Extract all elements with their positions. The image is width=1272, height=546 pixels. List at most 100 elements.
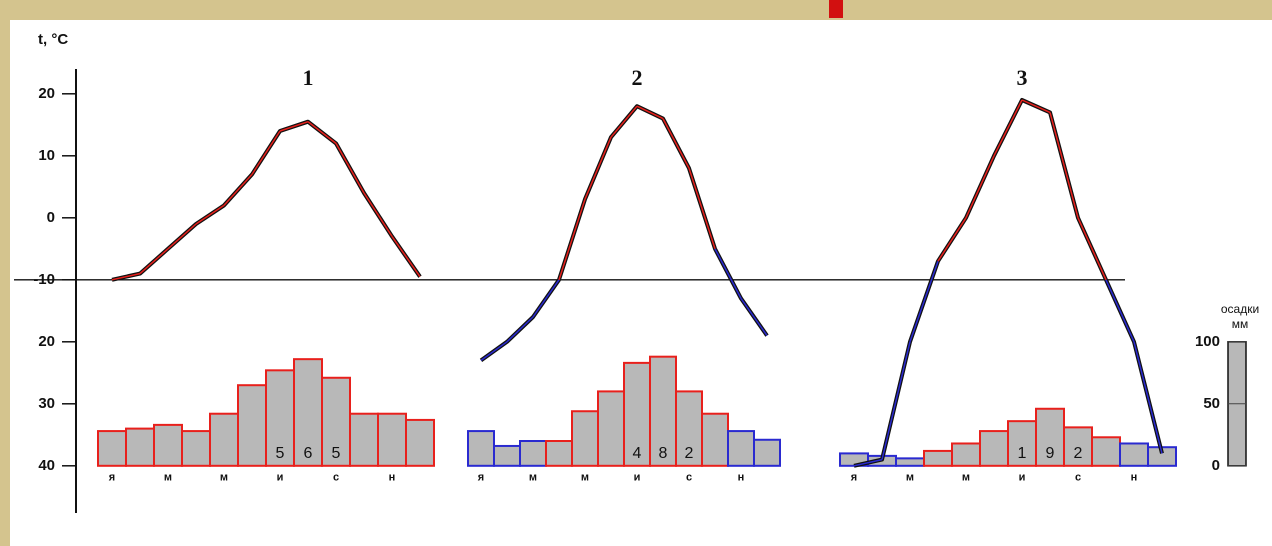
temperature-segment	[307, 121, 337, 144]
y-axis-label: t, °C	[38, 31, 68, 48]
annual-precip-digit: 6	[304, 445, 313, 462]
temperature-segment	[714, 248, 742, 299]
precip-bar	[597, 390, 625, 467]
temperature-segment	[1105, 279, 1135, 343]
temperature-segment	[480, 341, 508, 362]
panel-title: 2	[632, 65, 643, 90]
precip-bar	[951, 442, 981, 467]
temperature-segment	[853, 458, 883, 467]
precip-bar	[493, 444, 521, 467]
precip-bar	[125, 427, 155, 467]
precip-bar	[727, 430, 755, 467]
temperature-segment	[584, 136, 612, 200]
x-tick-label: м	[906, 472, 914, 484]
y-tick-label: 10	[38, 147, 55, 164]
temperature-segment	[506, 316, 534, 343]
y-tick-label: 30	[38, 395, 55, 412]
precip-bar	[405, 418, 435, 467]
x-tick-label: н	[1131, 472, 1138, 484]
x-tick-label: м	[220, 472, 228, 484]
temperature-segment	[1049, 112, 1079, 218]
precip-bar	[649, 355, 677, 467]
temperature-segment	[363, 192, 393, 237]
x-tick-label: я	[478, 472, 484, 484]
temperature-segment	[740, 297, 768, 337]
y2-tick-label: 100	[1195, 333, 1220, 350]
temperature-segment	[335, 143, 365, 194]
annual-precip-digit: 2	[685, 445, 694, 462]
precip-bar	[979, 430, 1009, 467]
temperature-segment	[195, 204, 225, 225]
precip-bar	[467, 430, 495, 467]
x-tick-label: м	[529, 472, 537, 484]
temperature-segment	[139, 248, 169, 275]
plot-area	[10, 20, 1272, 546]
precip-bar	[209, 412, 239, 467]
y-tick-label: 40	[38, 457, 55, 474]
precip-bar	[349, 412, 379, 467]
temperature-segment	[688, 167, 716, 250]
panel-title: 1	[303, 65, 314, 90]
panel-title: 3	[1017, 65, 1028, 90]
precip-bar	[377, 412, 407, 467]
precip-bar	[895, 457, 925, 467]
annual-precip-digit: 1	[1018, 445, 1027, 462]
x-tick-label: с	[686, 472, 692, 484]
precip-bar	[923, 449, 953, 467]
precip-bar	[571, 410, 599, 467]
precip-bar	[153, 423, 183, 467]
temperature-segment	[636, 105, 664, 120]
y-tick-label: 0	[47, 209, 55, 226]
precip-bar	[675, 390, 703, 467]
marker	[829, 0, 843, 18]
temperature-segment	[279, 120, 309, 132]
x-tick-label: м	[164, 472, 172, 484]
x-tick-label: и	[277, 472, 284, 484]
x-tick-label: м	[962, 472, 970, 484]
annual-precip-digit: 8	[659, 445, 668, 462]
precip-bar	[1091, 436, 1121, 467]
temperature-segment	[251, 130, 281, 175]
precip-bar	[321, 376, 351, 467]
x-tick-label: м	[581, 472, 589, 484]
annual-precip-digit: 2	[1074, 445, 1083, 462]
temperature-segment	[1077, 217, 1107, 281]
y-tick-label: 20	[38, 333, 55, 350]
x-tick-label: и	[1019, 472, 1026, 484]
x-tick-label: с	[333, 472, 339, 484]
temperature-segment	[993, 99, 1023, 157]
precip-bar	[293, 358, 323, 467]
y2-tick-label: 50	[1203, 395, 1220, 412]
x-tick-label: я	[851, 472, 857, 484]
temperature-segment	[111, 272, 141, 281]
temperature-segment	[909, 260, 939, 343]
precip-bar	[237, 384, 267, 467]
y2-axis-label: осадки	[1221, 302, 1259, 316]
temperature-segment	[662, 118, 690, 169]
temperature-segment	[532, 279, 560, 318]
temperature-segment	[1133, 341, 1163, 454]
x-tick-label: и	[634, 472, 641, 484]
annual-precip-digit: 5	[276, 445, 285, 462]
y2-tick-label: 0	[1212, 457, 1220, 474]
temperature-segment	[1021, 99, 1051, 114]
temperature-segment	[881, 341, 911, 460]
x-tick-label: н	[389, 472, 396, 484]
annual-precip-digit: 9	[1046, 445, 1055, 462]
precip-bar	[181, 430, 211, 467]
annual-precip-digit: 4	[633, 445, 642, 462]
temperature-segment	[937, 217, 967, 262]
y-tick-label: 20	[38, 85, 55, 102]
x-tick-label: я	[109, 472, 115, 484]
precip-bar	[519, 440, 547, 467]
x-tick-label: с	[1075, 472, 1081, 484]
temperature-segment	[610, 105, 638, 138]
precip-bar	[623, 361, 651, 467]
y2-axis-label: мм	[1232, 317, 1249, 331]
temperature-segment	[167, 223, 197, 250]
temperature-segment	[558, 198, 586, 281]
precip-bar	[1035, 407, 1065, 467]
temperature-segment	[391, 235, 421, 278]
temperature-segment	[965, 155, 995, 219]
